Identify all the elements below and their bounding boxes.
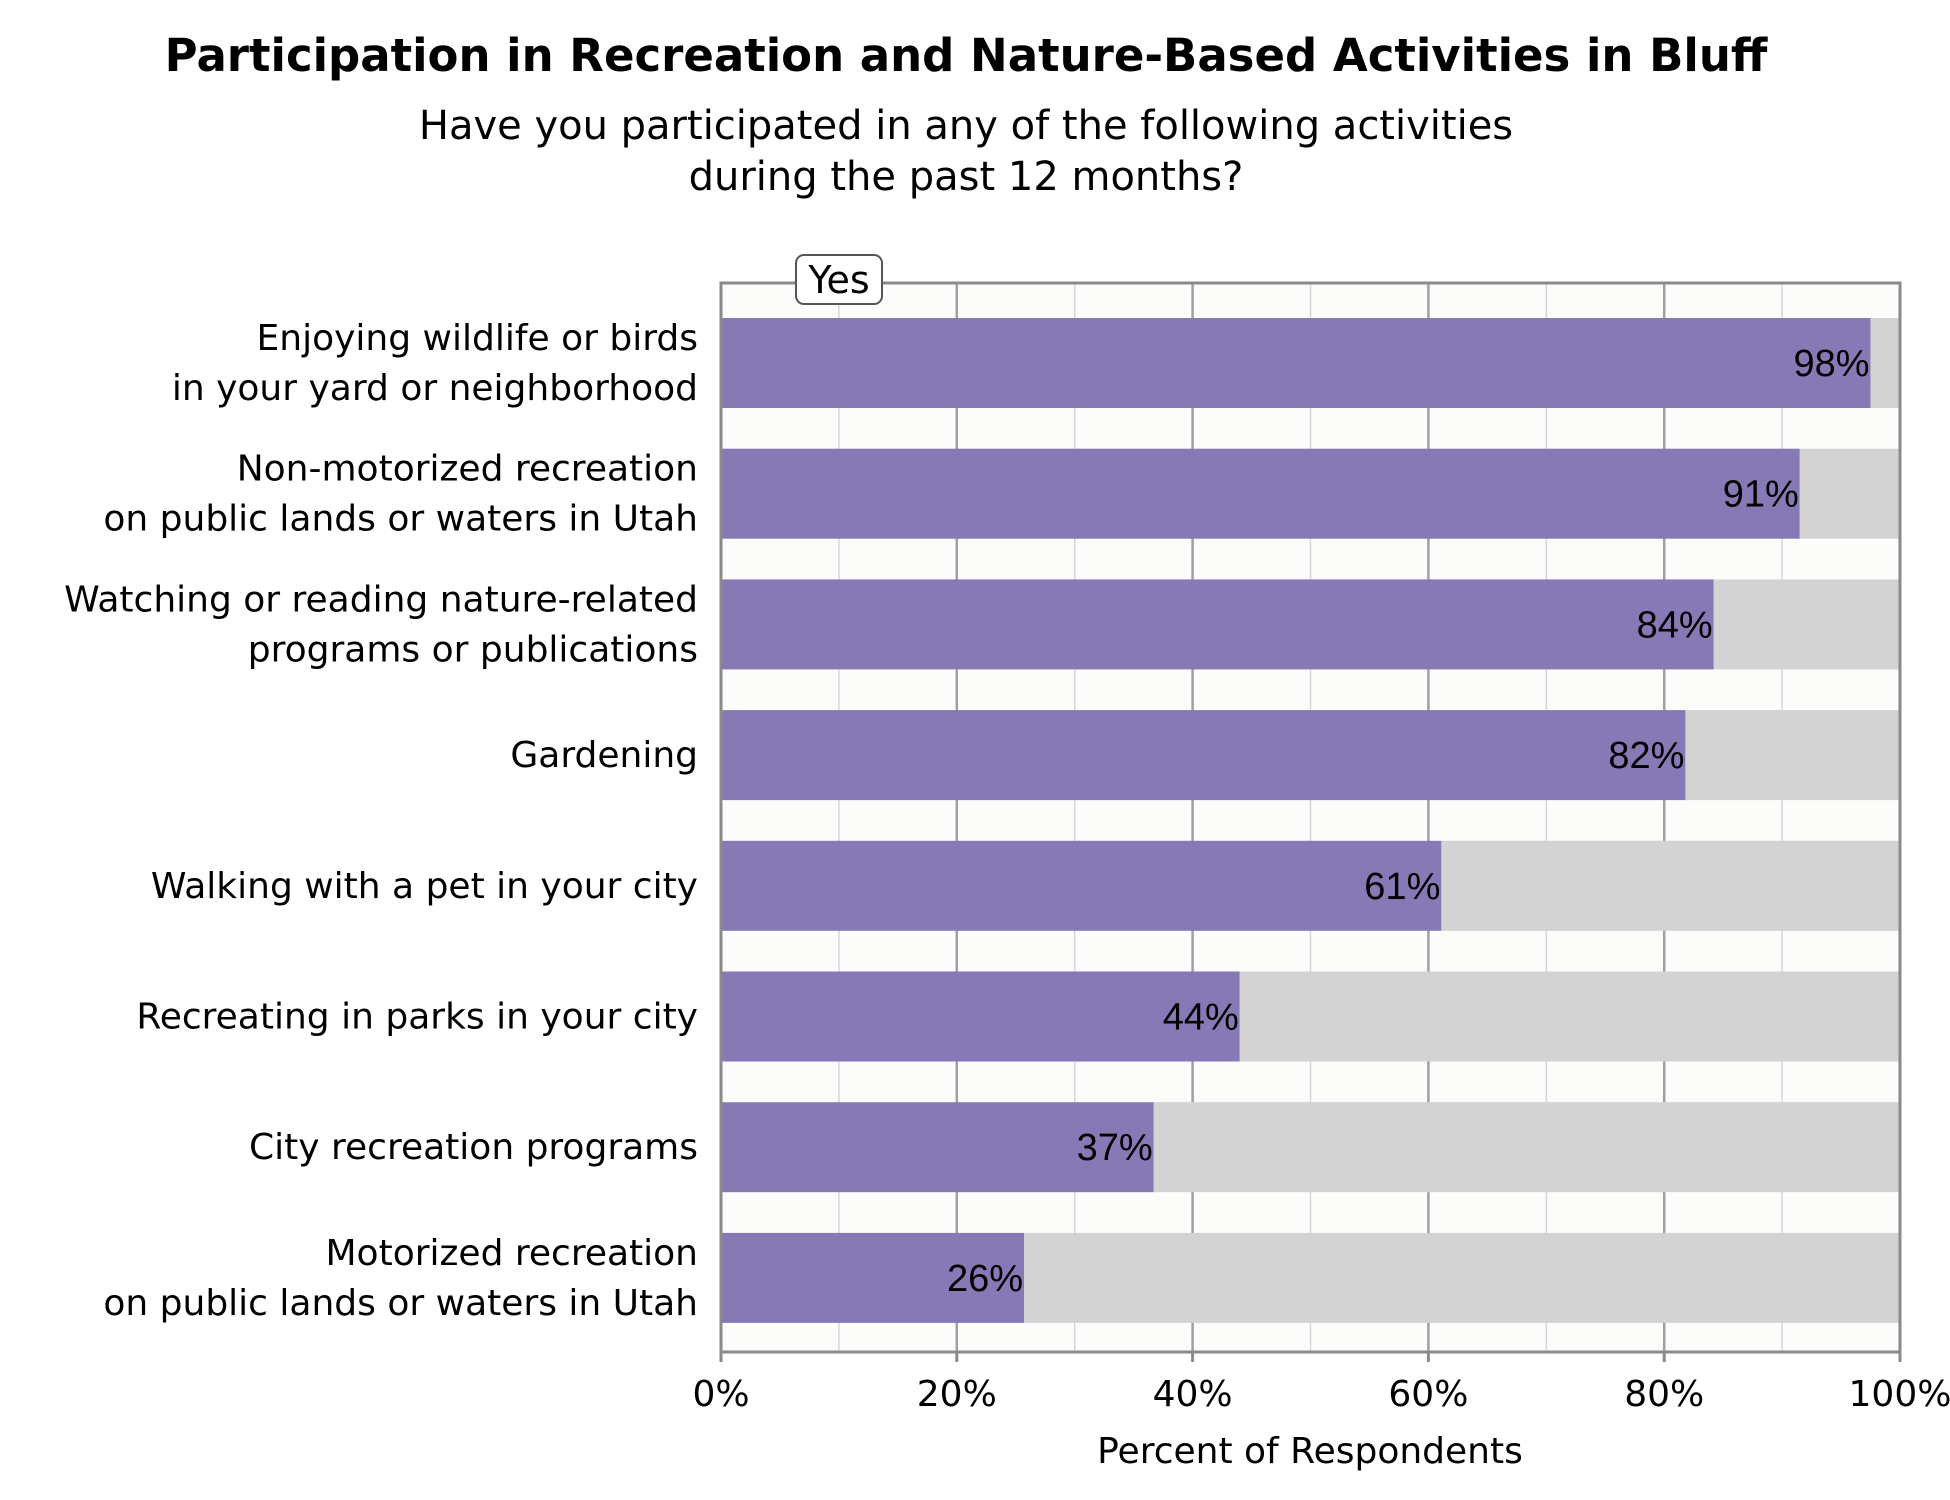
data-label: 37% (1077, 1127, 1153, 1169)
bar-yes (721, 710, 1686, 801)
category-label: Enjoying wildlife or birds (257, 318, 698, 359)
data-label: 26% (947, 1258, 1023, 1300)
category-label: Gardening (510, 735, 698, 776)
data-label: 98% (1793, 343, 1869, 385)
bar-remainder (1024, 1232, 1900, 1323)
bar-yes (721, 1102, 1154, 1193)
category-label: on public lands or waters in Utah (103, 499, 698, 540)
category-label: Non-motorized recreation (237, 449, 698, 490)
legend-label-yes: Yes (807, 258, 869, 302)
bar-yes (721, 318, 1871, 408)
bar-yes (721, 840, 1442, 931)
category-label: Watching or reading nature-related (64, 579, 698, 620)
bar-remainder (1799, 448, 1900, 539)
bar-remainder (1870, 318, 1900, 408)
bar-yes (721, 579, 1714, 670)
data-label: 82% (1608, 735, 1684, 777)
chart-subtitle-line-1: Have you participated in any of the foll… (419, 103, 1513, 149)
bar-remainder (1685, 710, 1900, 801)
bar-yes (721, 971, 1240, 1062)
bar-remainder (1239, 971, 1900, 1062)
category-label: in your yard or neighborhood (172, 368, 698, 409)
x-tick-label: 0% (692, 1374, 749, 1415)
plot-frame (719, 281, 1902, 1354)
data-label: 84% (1637, 604, 1713, 646)
category-label: on public lands or waters in Utah (103, 1283, 698, 1324)
chart-subtitle-line-2: during the past 12 months? (689, 154, 1244, 200)
category-label: Motorized recreation (326, 1233, 699, 1274)
x-tick-label: 100% (1849, 1374, 1950, 1415)
bar-yes (721, 448, 1800, 539)
bar-remainder (1153, 1102, 1900, 1193)
category-label: Recreating in parks in your city (136, 997, 698, 1038)
x-tick-label: 20% (917, 1374, 997, 1415)
category-label: City recreation programs (249, 1127, 698, 1168)
bar-remainder (1441, 840, 1900, 931)
x-tick-label: 80% (1624, 1374, 1704, 1415)
x-axis-title: Percent of Respondents (1097, 1431, 1523, 1472)
category-label: Walking with a pet in your city (151, 866, 698, 907)
bar-yes (721, 1232, 1025, 1323)
bar-remainder (1713, 579, 1900, 670)
x-tick-label: 40% (1153, 1374, 1233, 1415)
data-label: 61% (1364, 866, 1440, 908)
data-label: 91% (1723, 474, 1799, 516)
chart-title: Participation in Recreation and Nature-B… (165, 29, 1768, 82)
data-label: 44% (1163, 997, 1239, 1039)
x-tick-label: 60% (1388, 1374, 1468, 1415)
legend-box (795, 254, 883, 305)
category-label: programs or publications (248, 629, 698, 670)
plot-area: 98% Enjoying wildlife or birds in your yar… (64, 254, 1950, 1415)
